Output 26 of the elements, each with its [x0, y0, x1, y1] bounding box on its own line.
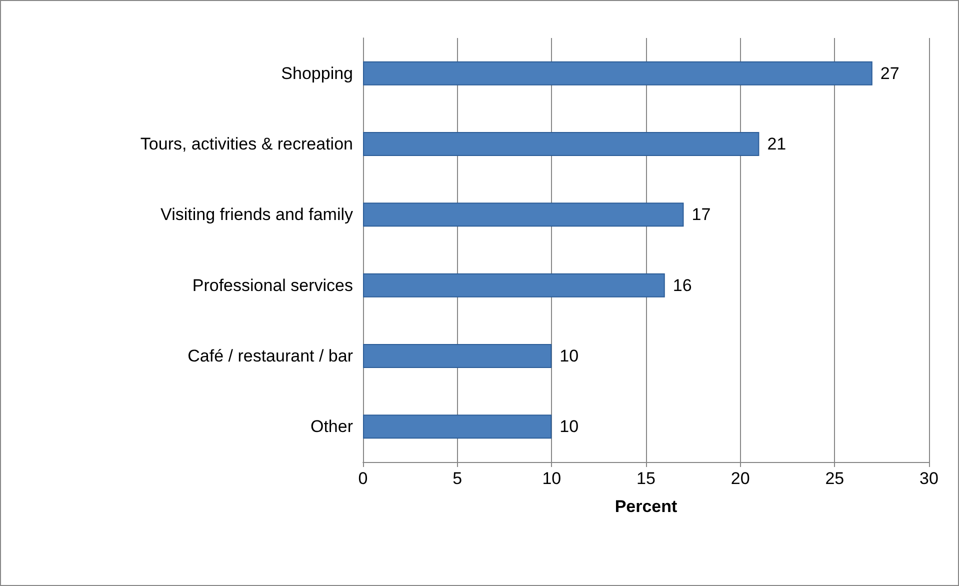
x-tick-label: 15 — [636, 469, 656, 488]
y-tick-label: Café / restaurant / bar — [188, 346, 354, 366]
y-tick-label: Visiting friends and family — [160, 205, 354, 224]
x-tick-label: 5 — [452, 469, 462, 488]
data-label: 10 — [560, 417, 579, 436]
bar — [363, 61, 872, 86]
y-tick-label: Shopping — [281, 64, 353, 83]
data-label: 21 — [767, 134, 786, 154]
bar — [363, 202, 684, 227]
data-label: 27 — [880, 64, 900, 83]
bar — [363, 344, 552, 368]
bar — [363, 273, 665, 298]
data-label: 17 — [692, 205, 711, 224]
y-tick-label: Tours, activities & recreation — [140, 134, 353, 154]
bar — [363, 132, 760, 156]
y-tick-label: Other — [310, 417, 354, 436]
data-label: 10 — [560, 346, 579, 366]
x-tick-label: 25 — [825, 469, 844, 488]
x-tick-label: 20 — [730, 469, 750, 488]
x-axis-title: Percent — [614, 497, 678, 516]
x-tick-label: 10 — [542, 469, 562, 488]
x-tick-label: 0 — [358, 469, 368, 488]
bar — [363, 414, 552, 439]
x-tick-label: 30 — [920, 469, 938, 488]
data-label: 16 — [672, 276, 692, 295]
y-tick-label: Professional services — [192, 276, 353, 295]
